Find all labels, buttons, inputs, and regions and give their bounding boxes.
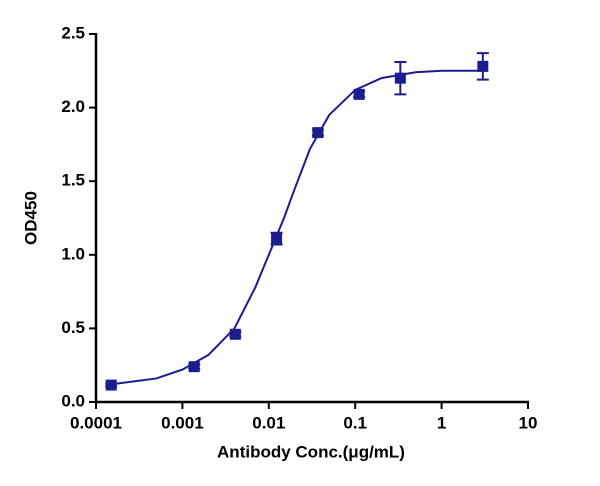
y-tick-label: 2.0 [61,97,85,116]
point [312,127,324,139]
point [353,88,365,100]
fit-curve [111,69,483,386]
point [477,60,489,72]
y-tick-label: 1.5 [61,171,85,190]
point [229,328,241,340]
x-tick-label: 10 [519,413,538,432]
point [105,379,117,391]
y-tick-label: 0.5 [61,318,85,337]
point [394,72,406,84]
x-axis-label: Antibody Conc.(μg/mL) [217,442,405,461]
point [271,233,283,245]
y-axis-label: OD450 [21,191,40,245]
y-tick-label: 0.0 [61,391,85,410]
y-tick-label: 1.0 [61,244,85,263]
x-tick-label: 0.01 [252,413,285,432]
x-tick-label: 1 [437,413,446,432]
y-tick-label: 2.5 [61,23,85,42]
x-tick-label: 0.001 [161,413,204,432]
point [188,361,200,373]
x-tick-label: 0.0001 [70,413,122,432]
x-tick-label: 0.1 [343,413,367,432]
